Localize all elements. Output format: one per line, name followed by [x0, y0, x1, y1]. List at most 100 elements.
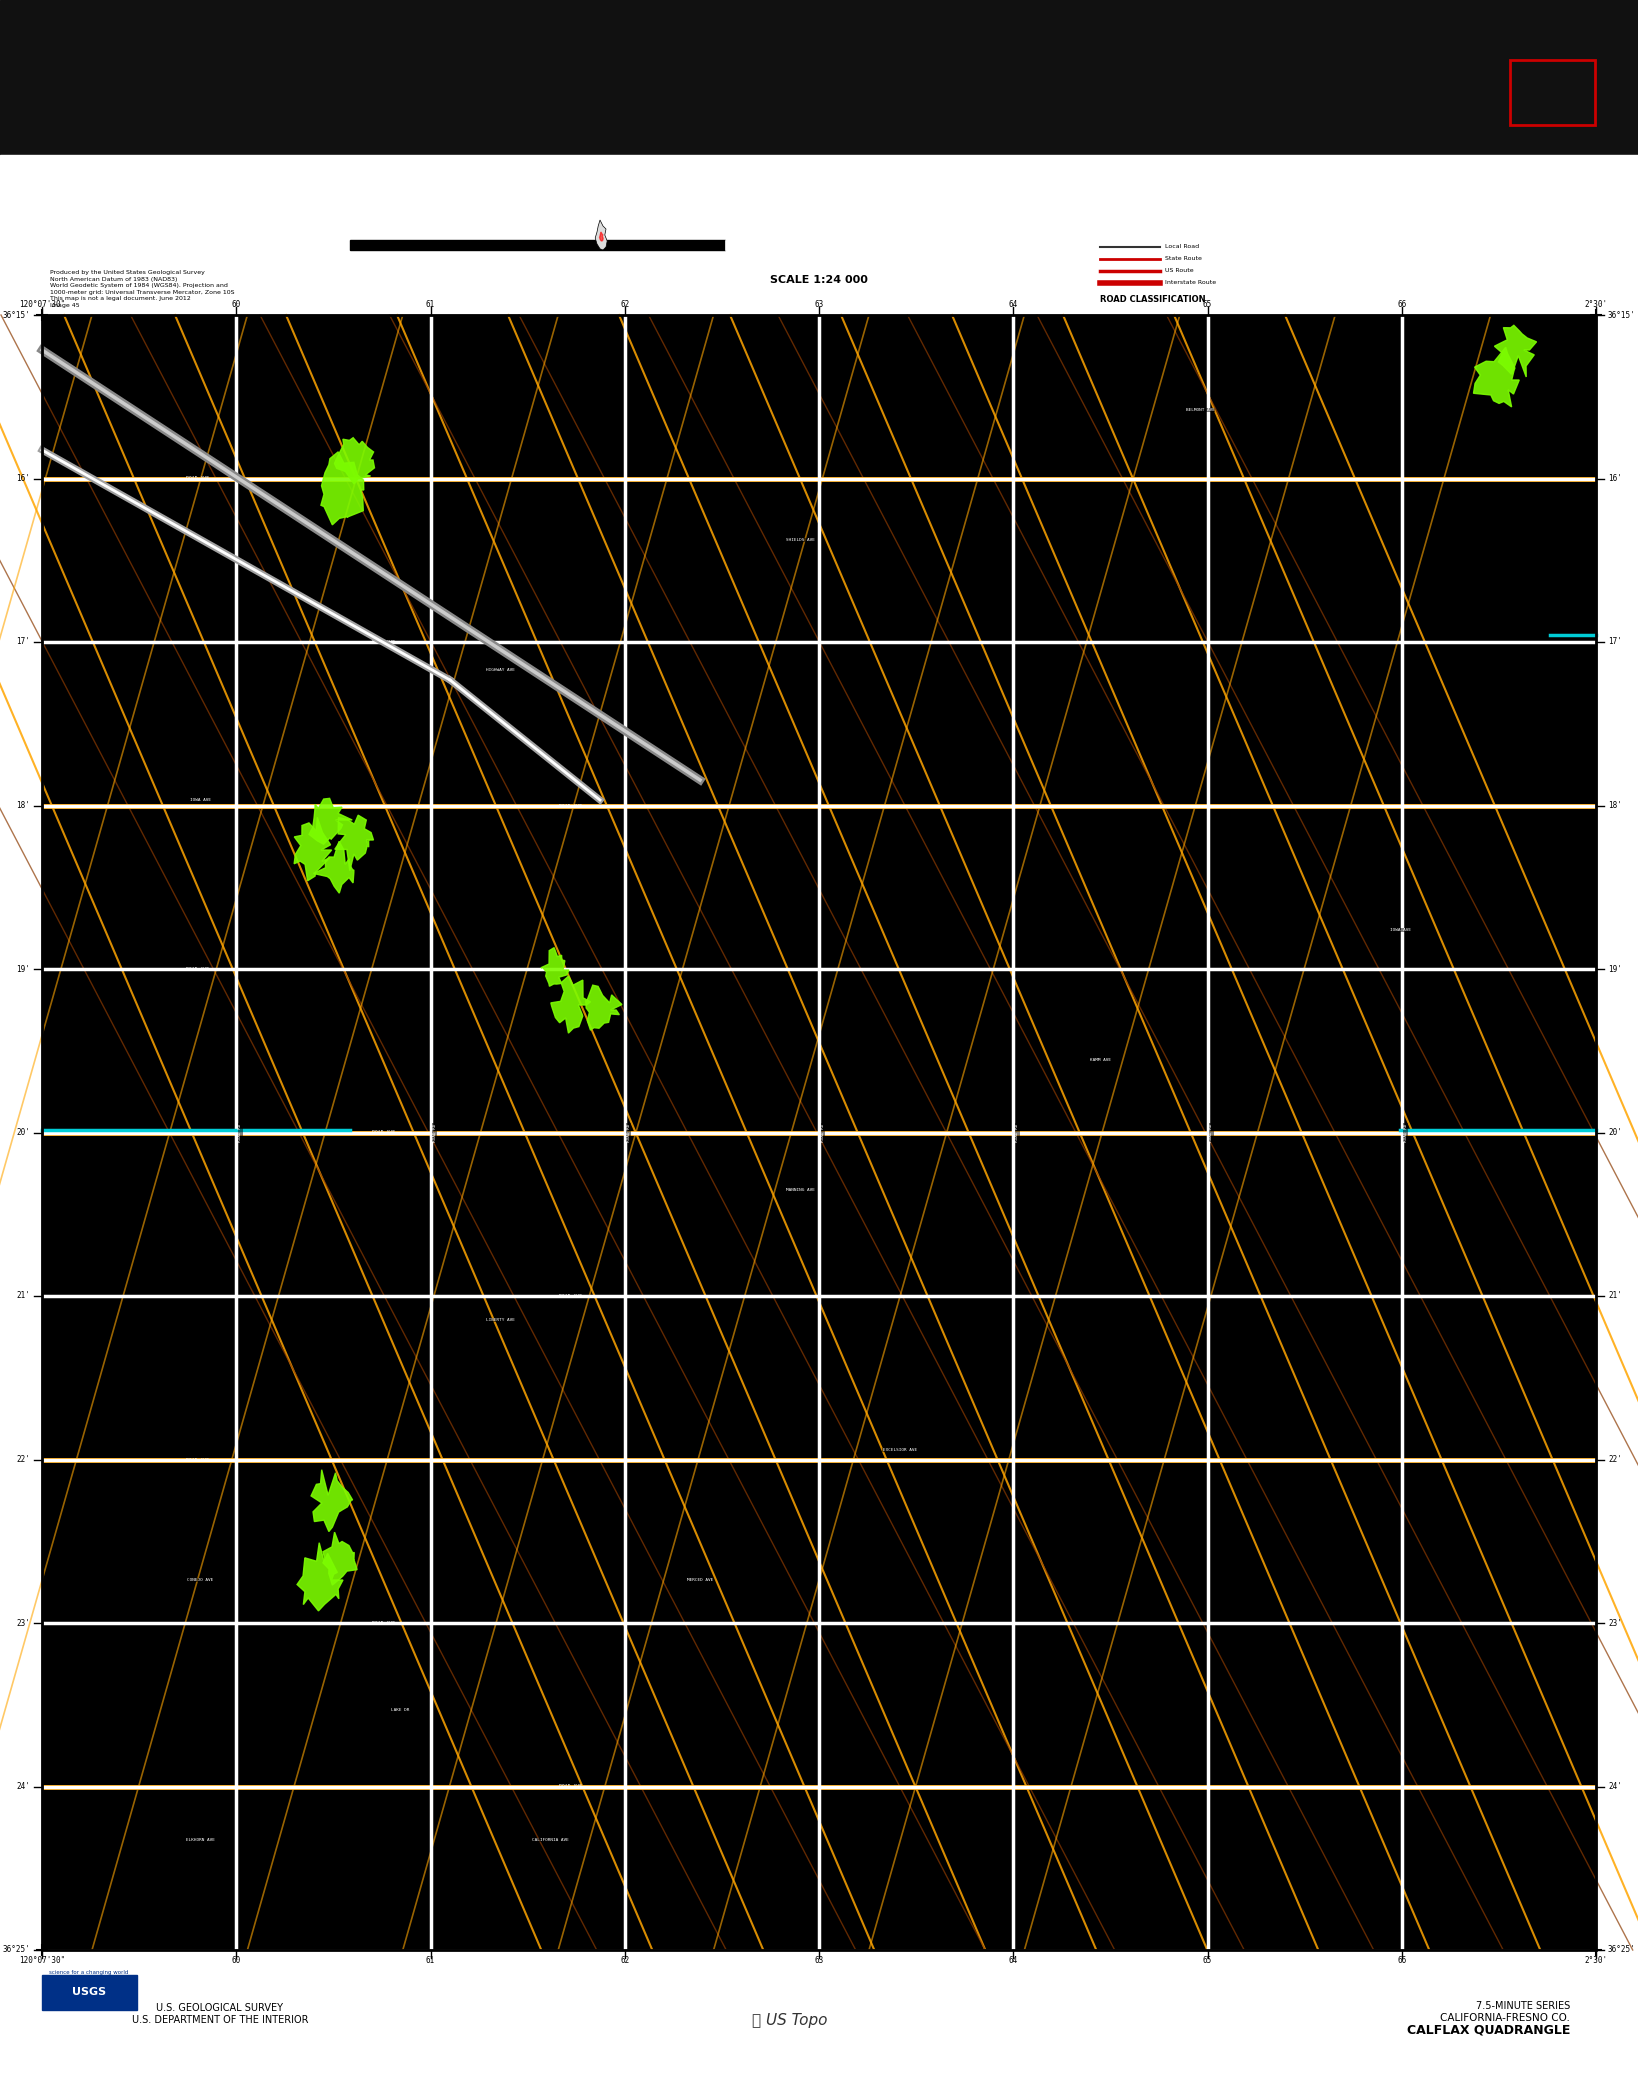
Polygon shape	[550, 975, 590, 1034]
Polygon shape	[321, 451, 364, 524]
Text: ROAD RD: ROAD RD	[1404, 1123, 1407, 1142]
Text: 66: 66	[1397, 301, 1407, 309]
Polygon shape	[600, 232, 603, 240]
Text: 2°30': 2°30'	[1584, 1956, 1607, 1965]
Text: ROAD AVE: ROAD AVE	[372, 641, 395, 645]
Text: CALIFORNIA AVE: CALIFORNIA AVE	[532, 1837, 568, 1842]
Text: BELMONT AVE: BELMONT AVE	[1186, 407, 1214, 411]
Text: 63: 63	[814, 1956, 824, 1965]
Text: 21': 21'	[1609, 1292, 1622, 1301]
Text: 24': 24'	[1609, 1781, 1622, 1792]
Text: 61: 61	[426, 301, 436, 309]
Bar	[43, 315, 1595, 1950]
Text: 17': 17'	[16, 637, 29, 647]
Polygon shape	[1494, 326, 1536, 378]
Text: KAMM AVE: KAMM AVE	[1089, 1059, 1111, 1063]
Text: ROAD AVE: ROAD AVE	[559, 1785, 581, 1789]
Text: CONEJO AVE: CONEJO AVE	[187, 1579, 213, 1583]
Text: HIGHWAY AVE: HIGHWAY AVE	[485, 668, 514, 672]
Text: 65: 65	[1202, 301, 1212, 309]
Text: ROAD RD: ROAD RD	[1016, 1123, 1019, 1142]
Text: 64: 64	[1009, 301, 1017, 309]
Text: 36°15': 36°15'	[2, 311, 29, 319]
Bar	[0, 0, 1638, 155]
Text: 18': 18'	[16, 802, 29, 810]
Text: ROAD AVE: ROAD AVE	[559, 1295, 581, 1299]
Text: Interstate Route: Interstate Route	[1165, 280, 1215, 286]
Text: ROAD AVE: ROAD AVE	[372, 1620, 395, 1627]
Text: 62: 62	[621, 301, 629, 309]
Polygon shape	[334, 814, 373, 871]
Text: USGS: USGS	[72, 1988, 106, 1996]
Bar	[0, 155, 1638, 315]
Text: 61: 61	[426, 1956, 436, 1965]
Bar	[43, 315, 1595, 1950]
Text: 36°25': 36°25'	[1609, 1946, 1636, 1954]
Text: SCALE 1:24 000: SCALE 1:24 000	[770, 276, 868, 284]
Polygon shape	[334, 438, 375, 484]
Text: 19': 19'	[1609, 965, 1622, 973]
Text: SHIELDS AVE: SHIELDS AVE	[786, 539, 814, 543]
Text: 60: 60	[231, 1956, 241, 1965]
Text: 18': 18'	[1609, 802, 1622, 810]
Text: ROAD CLASSIFICATION: ROAD CLASSIFICATION	[1101, 294, 1206, 305]
Text: 17': 17'	[1609, 637, 1622, 647]
Text: 🌿 US Topo: 🌿 US Topo	[752, 2013, 827, 2027]
Text: 16': 16'	[16, 474, 29, 482]
Text: 23': 23'	[1609, 1618, 1622, 1627]
Text: ROAD AVE: ROAD AVE	[185, 1457, 210, 1462]
Polygon shape	[1474, 347, 1518, 407]
Polygon shape	[311, 1470, 352, 1531]
Text: MERCED AVE: MERCED AVE	[686, 1579, 713, 1583]
Text: US Route: US Route	[1165, 269, 1194, 274]
Text: LAKE DR: LAKE DR	[391, 1708, 410, 1712]
Text: 36°15': 36°15'	[1609, 311, 1636, 319]
Text: IOWA AVE: IOWA AVE	[190, 798, 211, 802]
Text: 16': 16'	[1609, 474, 1622, 482]
Polygon shape	[295, 816, 331, 881]
Text: 22': 22'	[1609, 1455, 1622, 1464]
Polygon shape	[595, 219, 608, 251]
Text: 60: 60	[231, 301, 241, 309]
Text: ROAD RD: ROAD RD	[238, 1123, 242, 1142]
Text: science for a changing world: science for a changing world	[49, 1969, 129, 1975]
Text: ROAD RD: ROAD RD	[432, 1123, 436, 1142]
Text: 22': 22'	[16, 1455, 29, 1464]
Polygon shape	[296, 1543, 342, 1612]
Text: 21': 21'	[16, 1292, 29, 1301]
Polygon shape	[323, 1533, 357, 1585]
Text: 63: 63	[814, 301, 824, 309]
Bar	[0, 1950, 1638, 2088]
Text: IOWA AVE: IOWA AVE	[1389, 927, 1410, 931]
Bar	[351, 240, 726, 251]
Text: ELKHORN AVE: ELKHORN AVE	[185, 1837, 215, 1842]
Text: 2°30': 2°30'	[1584, 301, 1607, 309]
Text: 20': 20'	[16, 1128, 29, 1138]
Text: 65: 65	[1202, 1956, 1212, 1965]
Text: MANNING AVE: MANNING AVE	[786, 1188, 814, 1192]
Text: 62: 62	[621, 1956, 629, 1965]
Polygon shape	[586, 986, 622, 1029]
Text: State Route: State Route	[1165, 257, 1202, 261]
Text: 20': 20'	[1609, 1128, 1622, 1138]
Text: ROAD RD: ROAD RD	[627, 1123, 631, 1142]
Text: 7.5-MINUTE SERIES: 7.5-MINUTE SERIES	[1476, 2000, 1569, 2011]
Text: ROAD RD: ROAD RD	[821, 1123, 826, 1142]
Polygon shape	[313, 841, 354, 894]
Text: EXCELSIOR AVE: EXCELSIOR AVE	[883, 1447, 917, 1451]
Text: 36°25': 36°25'	[2, 1946, 29, 1954]
Text: 23': 23'	[16, 1618, 29, 1627]
Text: ROAD AVE: ROAD AVE	[372, 1130, 395, 1136]
Text: ROAD AVE: ROAD AVE	[559, 804, 581, 808]
Text: 24': 24'	[16, 1781, 29, 1792]
Polygon shape	[310, 798, 352, 844]
Text: 64: 64	[1009, 1956, 1017, 1965]
Bar	[726, 240, 1101, 251]
Text: U.S. GEOLOGICAL SURVEY: U.S. GEOLOGICAL SURVEY	[157, 2002, 283, 2013]
Text: ROAD RD: ROAD RD	[1209, 1123, 1214, 1142]
Text: ROAD AVE: ROAD AVE	[185, 967, 210, 973]
Text: Produced by the United States Geological Survey
North American Datum of 1983 (NA: Produced by the United States Geological…	[51, 269, 234, 309]
Text: 120°07'30": 120°07'30"	[20, 301, 66, 309]
Text: U.S. DEPARTMENT OF THE INTERIOR: U.S. DEPARTMENT OF THE INTERIOR	[131, 2015, 308, 2025]
Text: LIBERTY AVE: LIBERTY AVE	[485, 1318, 514, 1322]
